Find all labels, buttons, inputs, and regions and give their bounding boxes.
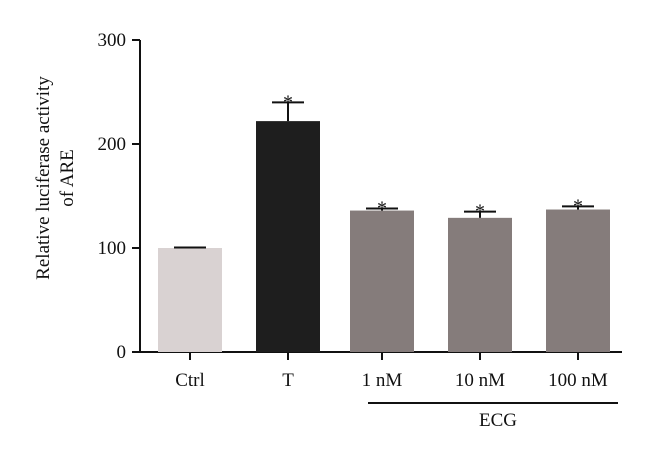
x-tick-label: T xyxy=(282,370,294,391)
bar xyxy=(546,209,610,352)
plot-area: 0 100 200 300 Ctrl * T * 1 nM * 10 nM * 100 nM ECG xyxy=(98,30,622,431)
x-tick-label: Ctrl xyxy=(175,370,205,391)
group-label: ECG xyxy=(479,410,517,431)
y-tick-label: 0 xyxy=(117,342,127,363)
bar xyxy=(256,121,320,353)
bar xyxy=(158,248,222,352)
significance-star: * xyxy=(475,201,485,223)
bar xyxy=(350,210,414,352)
x-tick-label: 10 nM xyxy=(455,370,505,391)
x-tick-label: 100 nM xyxy=(548,370,608,391)
bar xyxy=(448,217,512,352)
y-axis-title-line-2: of ARE xyxy=(57,149,78,207)
y-axis-title: Relative luciferase activity of ARE xyxy=(33,76,78,280)
y-tick-label: 200 xyxy=(98,134,127,155)
y-tick-label: 100 xyxy=(98,238,127,259)
significance-star: * xyxy=(573,195,583,217)
y-tick-label: 300 xyxy=(98,30,127,51)
significance-star: * xyxy=(377,197,387,219)
significance-star: * xyxy=(283,91,293,113)
x-tick-label: 1 nM xyxy=(362,370,403,391)
y-axis-title-line-1: Relative luciferase activity xyxy=(33,76,54,280)
